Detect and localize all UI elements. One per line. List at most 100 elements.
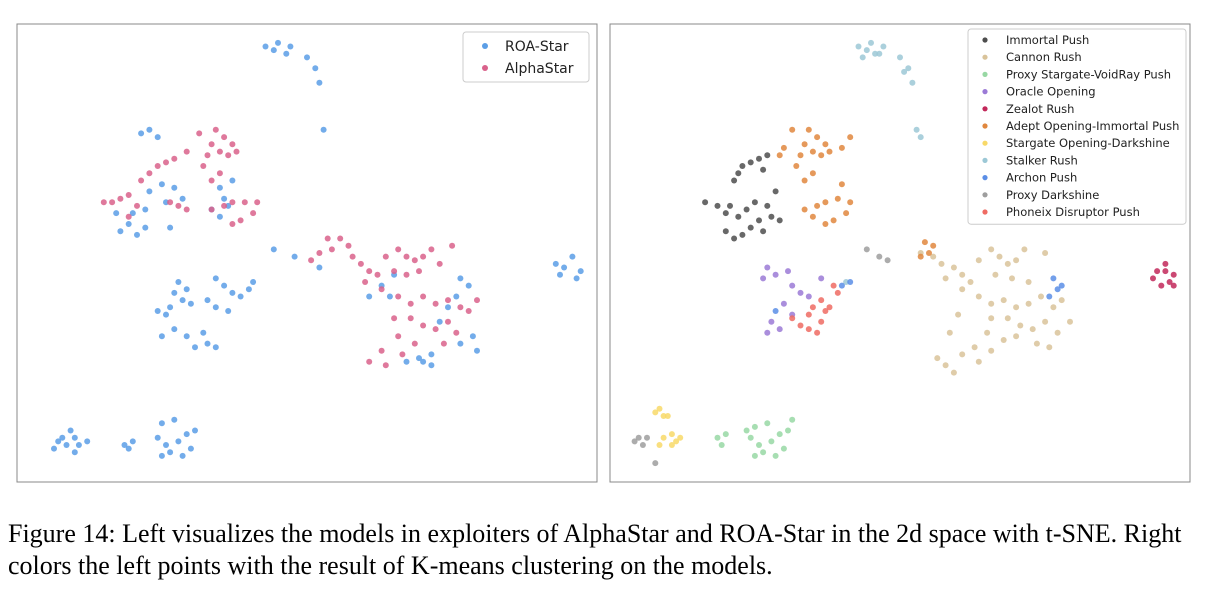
data-point [395,293,402,300]
series-zealot-rush [1150,260,1177,289]
data-point [950,264,957,271]
legend-marker [982,175,988,181]
data-point [652,460,659,467]
scatter-panel-right: Immortal Push Cannon Rush Proxy Stargate-V… [609,23,1191,483]
data-point [208,177,215,184]
data-point [212,304,219,311]
data-point [167,449,174,456]
data-point [171,289,178,296]
data-point [809,213,816,220]
data-point [797,289,804,296]
legend-label: Proxy Stargate-VoidRay Push [1006,67,1171,81]
series-proxy-darkshine [631,246,891,467]
data-point [208,206,215,213]
data-point [975,358,982,365]
data-point [735,170,742,177]
data-point [196,130,203,137]
data-point [760,228,767,235]
data-point [287,43,294,50]
data-point [204,340,211,347]
data-point [764,420,771,427]
legend-label: Immortal Push [1006,33,1089,47]
data-point [411,257,418,264]
data-point [167,224,174,231]
data-point [967,279,974,285]
data-point [652,409,659,416]
data-point [793,163,800,169]
data-point [221,202,228,209]
data-point [673,438,680,445]
data-point [200,163,207,169]
data-point [577,268,584,275]
data-point [930,242,937,249]
data-point [163,199,169,206]
data-point [67,427,74,434]
data-point [75,442,82,448]
data-point [780,445,787,452]
data-point [465,308,472,314]
data-point [772,188,779,195]
data-point [855,43,862,50]
data-point [768,213,775,220]
data-point [171,155,178,162]
data-point [992,271,999,278]
data-point [146,126,153,133]
data-point [975,257,982,264]
data-point [785,427,791,434]
data-point [751,452,758,459]
data-point [71,449,78,456]
data-point [913,126,920,133]
data-point [129,438,136,445]
series-immortal-push [702,152,783,242]
data-point [722,431,729,438]
data-point [863,47,870,54]
data-point [167,304,174,311]
data-point [942,275,949,282]
data-point [917,134,924,141]
data-point [656,442,663,448]
data-point [838,144,845,151]
data-point [1033,340,1040,347]
series-stalker-rush [843,39,924,285]
data-point [830,217,837,224]
data-point [1046,293,1053,300]
data-point [847,199,854,206]
data-point [996,253,1003,260]
data-point [411,340,418,347]
data-point [776,326,783,333]
data-point [1050,275,1057,282]
data-point [772,452,779,459]
data-point [557,271,563,278]
data-point [204,152,211,159]
data-point [702,199,709,206]
data-point [735,213,742,220]
legend-marker [982,71,988,77]
data-point [818,275,825,282]
legend-label: Zealot Rush [1006,102,1074,116]
data-point [1042,318,1049,325]
data-point [809,148,816,155]
data-point [138,177,145,184]
data-point [163,442,169,448]
data-point [843,279,850,285]
data-point [776,152,783,159]
data-point [146,188,153,195]
data-point [731,235,738,242]
data-point [445,304,451,311]
data-point [225,202,232,209]
data-point [432,300,439,307]
scatter-panel-left: ROA-Star AlphaStar [16,23,598,483]
data-point [789,315,796,322]
data-point [739,163,746,169]
data-point [245,286,252,293]
data-point [250,279,257,285]
data-point [416,268,422,275]
legend-label: Proxy Darkshine [1006,188,1099,202]
data-point [660,434,667,441]
legend-marker [482,65,488,71]
data-point [237,293,244,300]
data-point [216,170,223,177]
data-point [818,152,825,159]
legend-label: Cannon Rush [1006,50,1082,64]
data-point [660,413,667,419]
